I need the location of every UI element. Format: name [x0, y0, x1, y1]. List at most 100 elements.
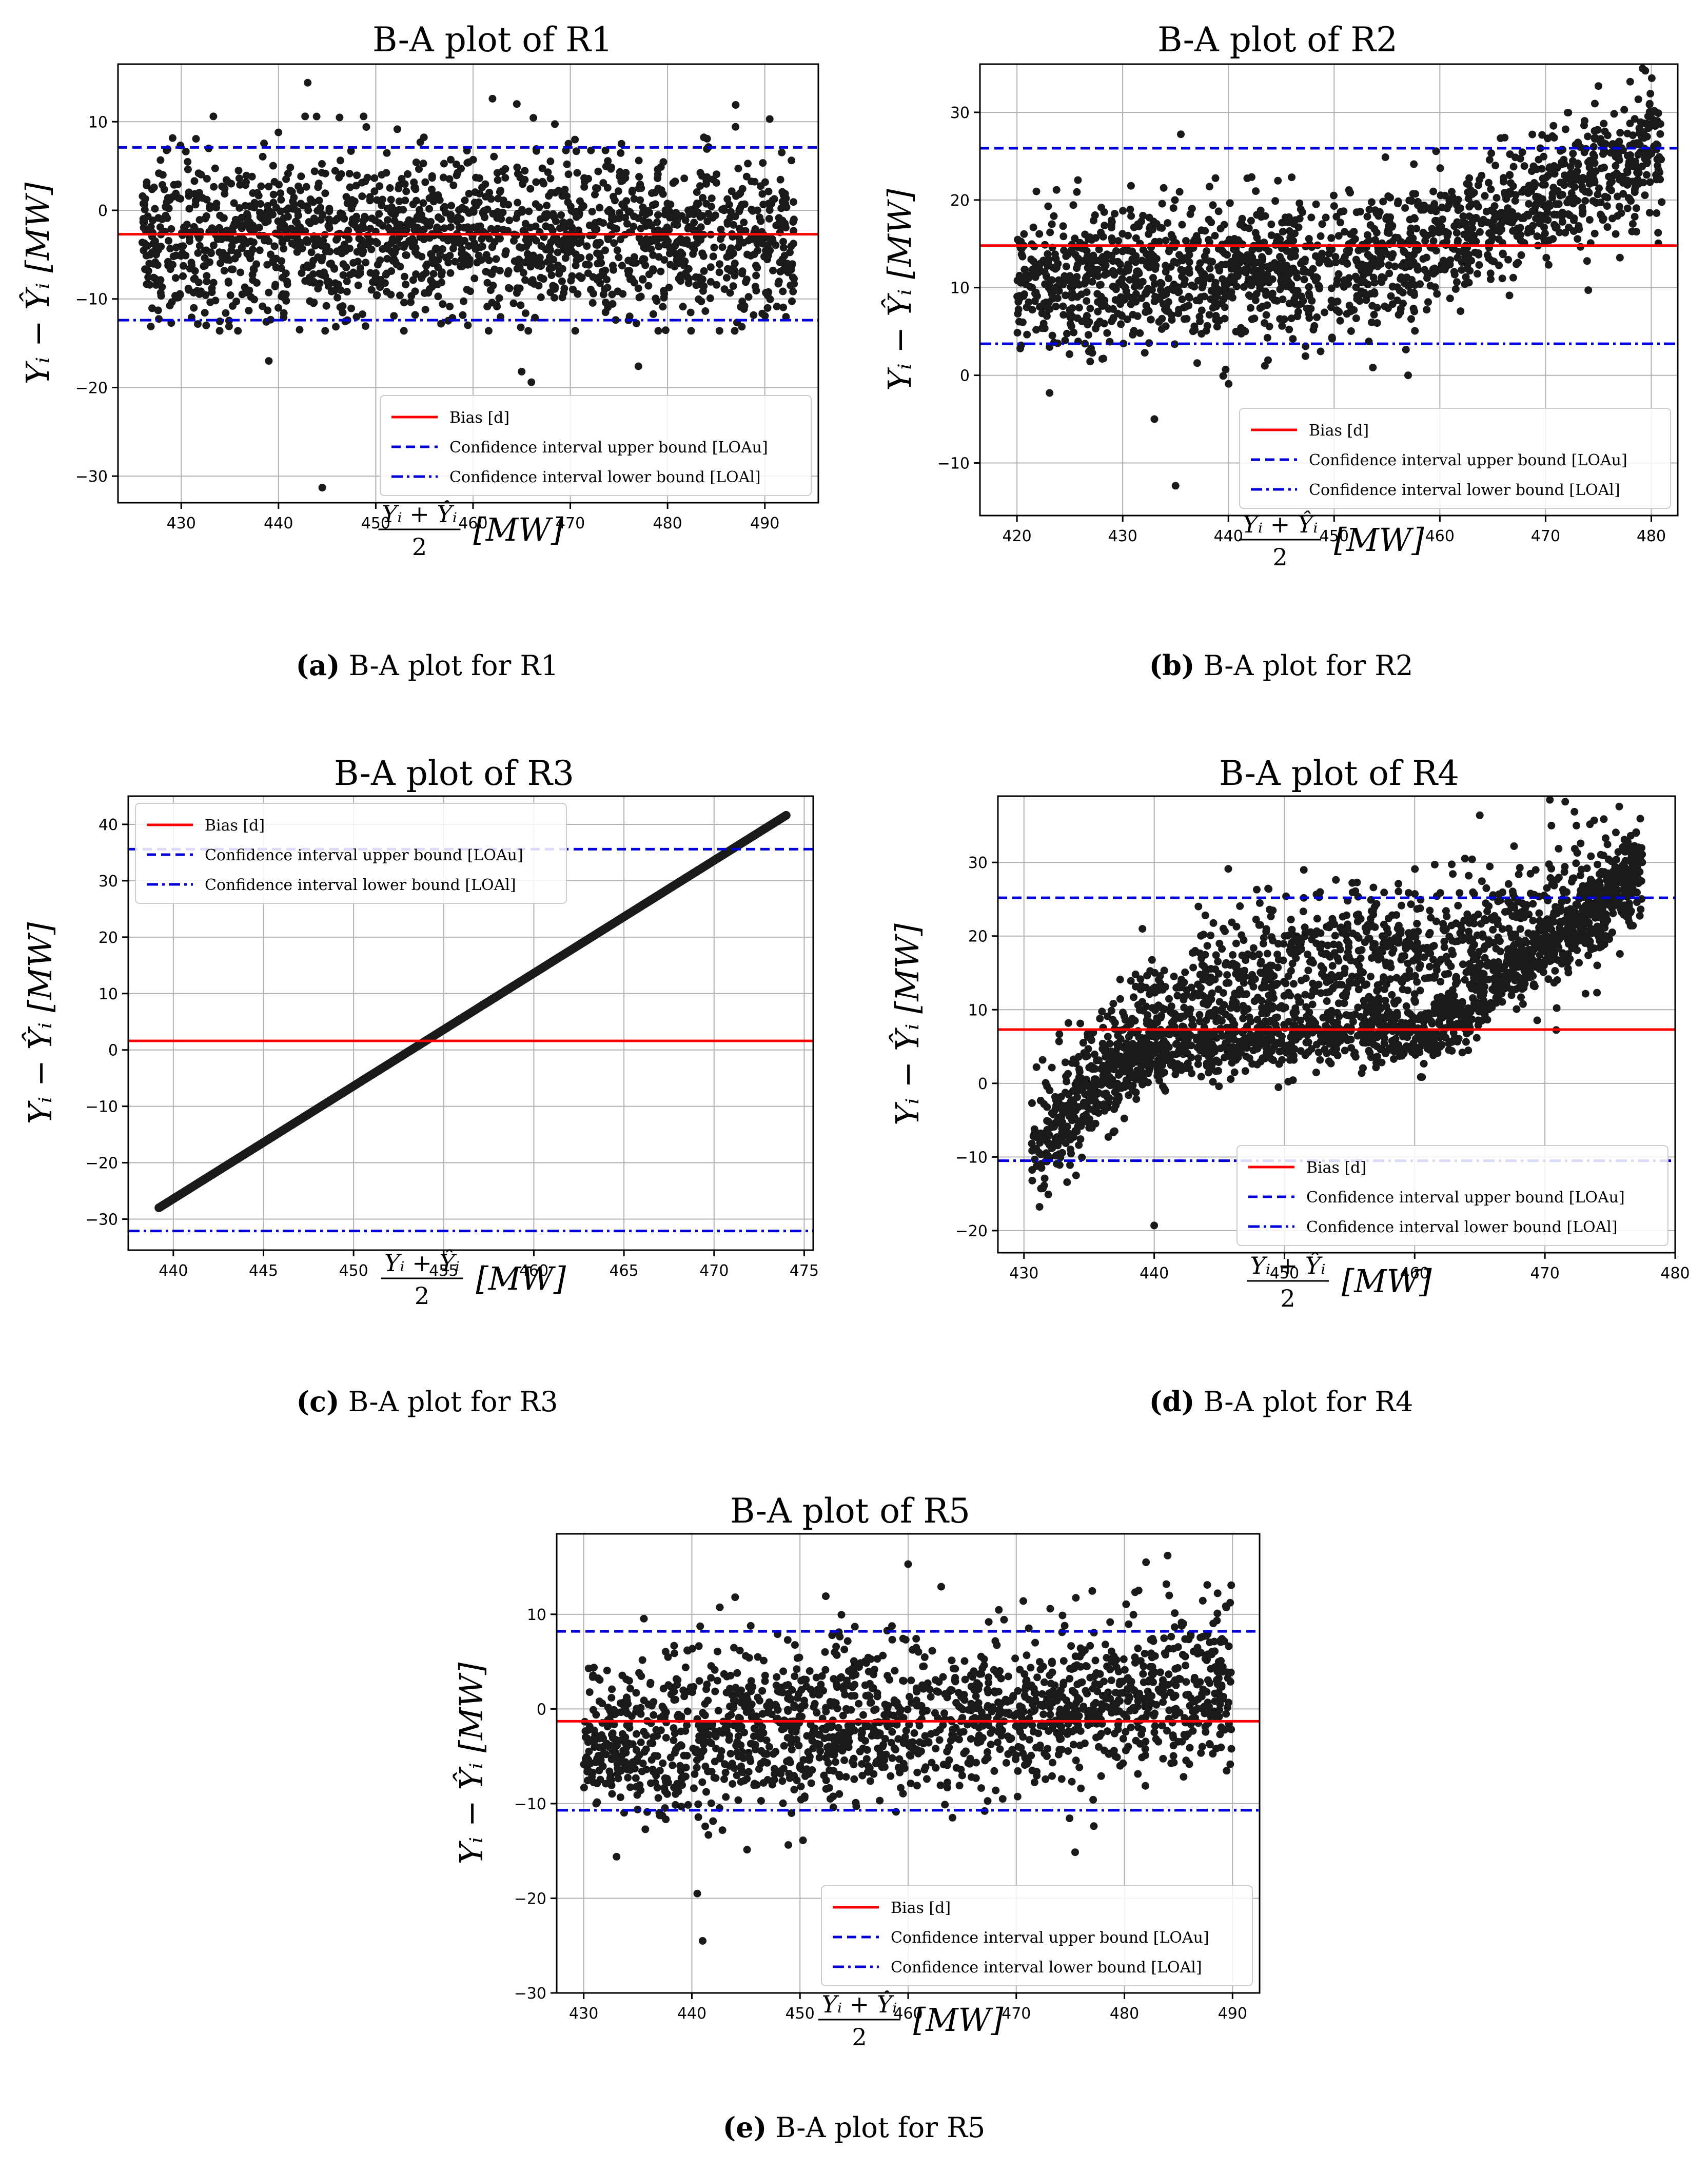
- data-point: [166, 265, 174, 273]
- data-point: [686, 207, 694, 215]
- data-point: [1356, 208, 1364, 216]
- data-point: [141, 200, 149, 208]
- data-point: [203, 278, 211, 286]
- data-point: [1385, 261, 1393, 269]
- data-point: [1207, 273, 1215, 281]
- data-point: [409, 276, 417, 284]
- data-point: [1197, 226, 1206, 234]
- data-point: [1258, 253, 1266, 261]
- data-point: [1568, 170, 1576, 178]
- data-point: [1487, 256, 1496, 265]
- data-point: [1599, 150, 1607, 158]
- x-tick-label: 450: [339, 1262, 368, 1280]
- data-point: [554, 248, 562, 256]
- data-point: [494, 176, 502, 184]
- data-point: [1063, 329, 1071, 338]
- data-point: [1341, 253, 1349, 261]
- data-point: [1491, 162, 1500, 170]
- data-point: [292, 218, 300, 226]
- data-point: [1044, 250, 1052, 258]
- data-point: [718, 205, 727, 213]
- data-point: [1488, 233, 1497, 242]
- data-point: [1383, 228, 1391, 236]
- data-point: [1429, 270, 1438, 278]
- data-point: [342, 263, 350, 271]
- data-point: [184, 165, 192, 173]
- data-point: [191, 267, 199, 275]
- data-point: [495, 294, 503, 302]
- data-point: [1574, 139, 1582, 147]
- data-point: [660, 256, 669, 264]
- data-point: [624, 270, 633, 279]
- data-point: [635, 156, 643, 165]
- data-point: [1546, 163, 1554, 171]
- data-point: [1017, 238, 1025, 246]
- data-point: [352, 313, 361, 321]
- data-point: [692, 281, 700, 289]
- data-point: [669, 247, 677, 255]
- data-point: [463, 256, 471, 264]
- data-point: [482, 192, 490, 201]
- data-point: [1348, 238, 1357, 246]
- data-point: [224, 279, 232, 287]
- data-point: [551, 120, 559, 128]
- data-point: [1265, 247, 1273, 255]
- data-point: [790, 198, 797, 206]
- y-axis-label: Yᵢ − Ŷᵢ [MW]: [19, 182, 56, 384]
- data-point: [776, 175, 784, 184]
- data-point: [1103, 329, 1111, 337]
- data-point: [1155, 318, 1163, 326]
- data-point: [245, 224, 253, 232]
- data-point: [781, 811, 791, 820]
- data-point: [569, 285, 577, 293]
- data-point: [223, 226, 231, 234]
- legend-upper-label: Confidence interval upper bound [LOAu]: [205, 846, 523, 864]
- data-point: [445, 175, 454, 183]
- data-point: [457, 205, 465, 213]
- data-point: [1052, 302, 1060, 310]
- data-point: [1016, 344, 1024, 352]
- data-point: [740, 200, 749, 208]
- data-point: [147, 323, 155, 330]
- data-point: [347, 147, 355, 155]
- x-tick-label: 460: [1425, 527, 1455, 545]
- data-point: [696, 213, 704, 221]
- data-point: [1465, 203, 1474, 211]
- data-point: [1101, 264, 1108, 272]
- data-point: [207, 248, 215, 256]
- data-point: [1636, 148, 1644, 156]
- data-point: [1023, 330, 1031, 339]
- data-point: [1330, 202, 1338, 210]
- data-point: [779, 287, 787, 295]
- data-point: [1497, 134, 1505, 142]
- data-point: [748, 177, 756, 186]
- data-point: [362, 123, 370, 131]
- data-point: [1100, 320, 1108, 328]
- data-point: [598, 267, 606, 275]
- data-point: [775, 218, 783, 226]
- data-point: [1066, 313, 1074, 321]
- data-point: [343, 277, 351, 285]
- data-point: [201, 309, 209, 317]
- data-point: [1308, 297, 1316, 305]
- data-point: [1575, 222, 1583, 230]
- data-point: [1312, 1069, 1320, 1077]
- data-point: [1093, 268, 1101, 276]
- data-point: [353, 248, 361, 256]
- data-point: [1158, 224, 1166, 232]
- data-point: [1185, 258, 1193, 266]
- data-point: [1545, 200, 1553, 208]
- data-point: [765, 202, 774, 210]
- data-point: [1287, 266, 1294, 274]
- data-point: [1526, 870, 1535, 878]
- data-point: [343, 288, 351, 296]
- data-point: [465, 209, 473, 217]
- data-point: [451, 258, 459, 266]
- data-point: [1429, 187, 1438, 195]
- data-point: [1341, 228, 1349, 236]
- data-point: [1209, 919, 1218, 927]
- data-point: [557, 211, 565, 219]
- data-point: [1114, 237, 1123, 245]
- x-tick-label: 430: [1108, 527, 1137, 545]
- data-point: [389, 249, 397, 257]
